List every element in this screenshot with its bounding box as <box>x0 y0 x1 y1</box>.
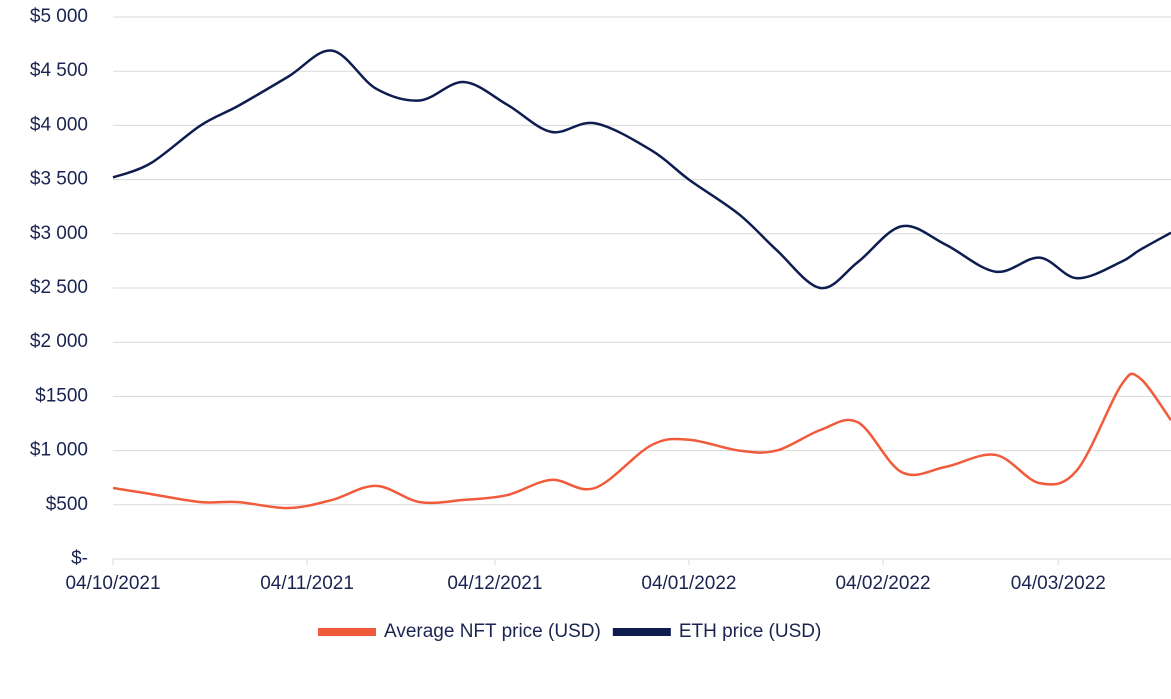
x-tick-label: 04/01/2022 <box>641 573 736 594</box>
y-tick-label: $2 500 <box>30 277 88 298</box>
y-tick-label: $3 500 <box>30 169 88 190</box>
x-tick-label: 04/11/2021 <box>260 573 354 594</box>
x-tick-label: 04/02/2022 <box>835 573 930 594</box>
series-line <box>112 372 1171 510</box>
legend-label: ETH price (USD) <box>679 621 822 642</box>
legend-swatch <box>318 628 376 636</box>
legend-swatch <box>612 628 671 636</box>
y-tick-label: $5 000 <box>30 6 88 27</box>
y-tick-label: $1500 <box>35 385 88 406</box>
legend-label: Average NFT price (USD) <box>384 621 601 642</box>
y-tick-label: $4 500 <box>30 60 88 81</box>
x-tick-label: 04/10/2021 <box>65 573 160 594</box>
x-tick-label: 04/12/2021 <box>447 573 542 594</box>
y-tick-label: $2 000 <box>30 331 88 352</box>
y-tick-label: $3 000 <box>30 223 88 244</box>
y-tick-label: $- <box>71 548 88 569</box>
x-tick-label: 04/03/2022 <box>1011 573 1106 594</box>
y-tick-label: $1 000 <box>30 440 88 461</box>
y-tick-label: $500 <box>46 494 88 515</box>
y-tick-label: $4 000 <box>30 114 88 135</box>
series-line <box>112 49 1171 290</box>
